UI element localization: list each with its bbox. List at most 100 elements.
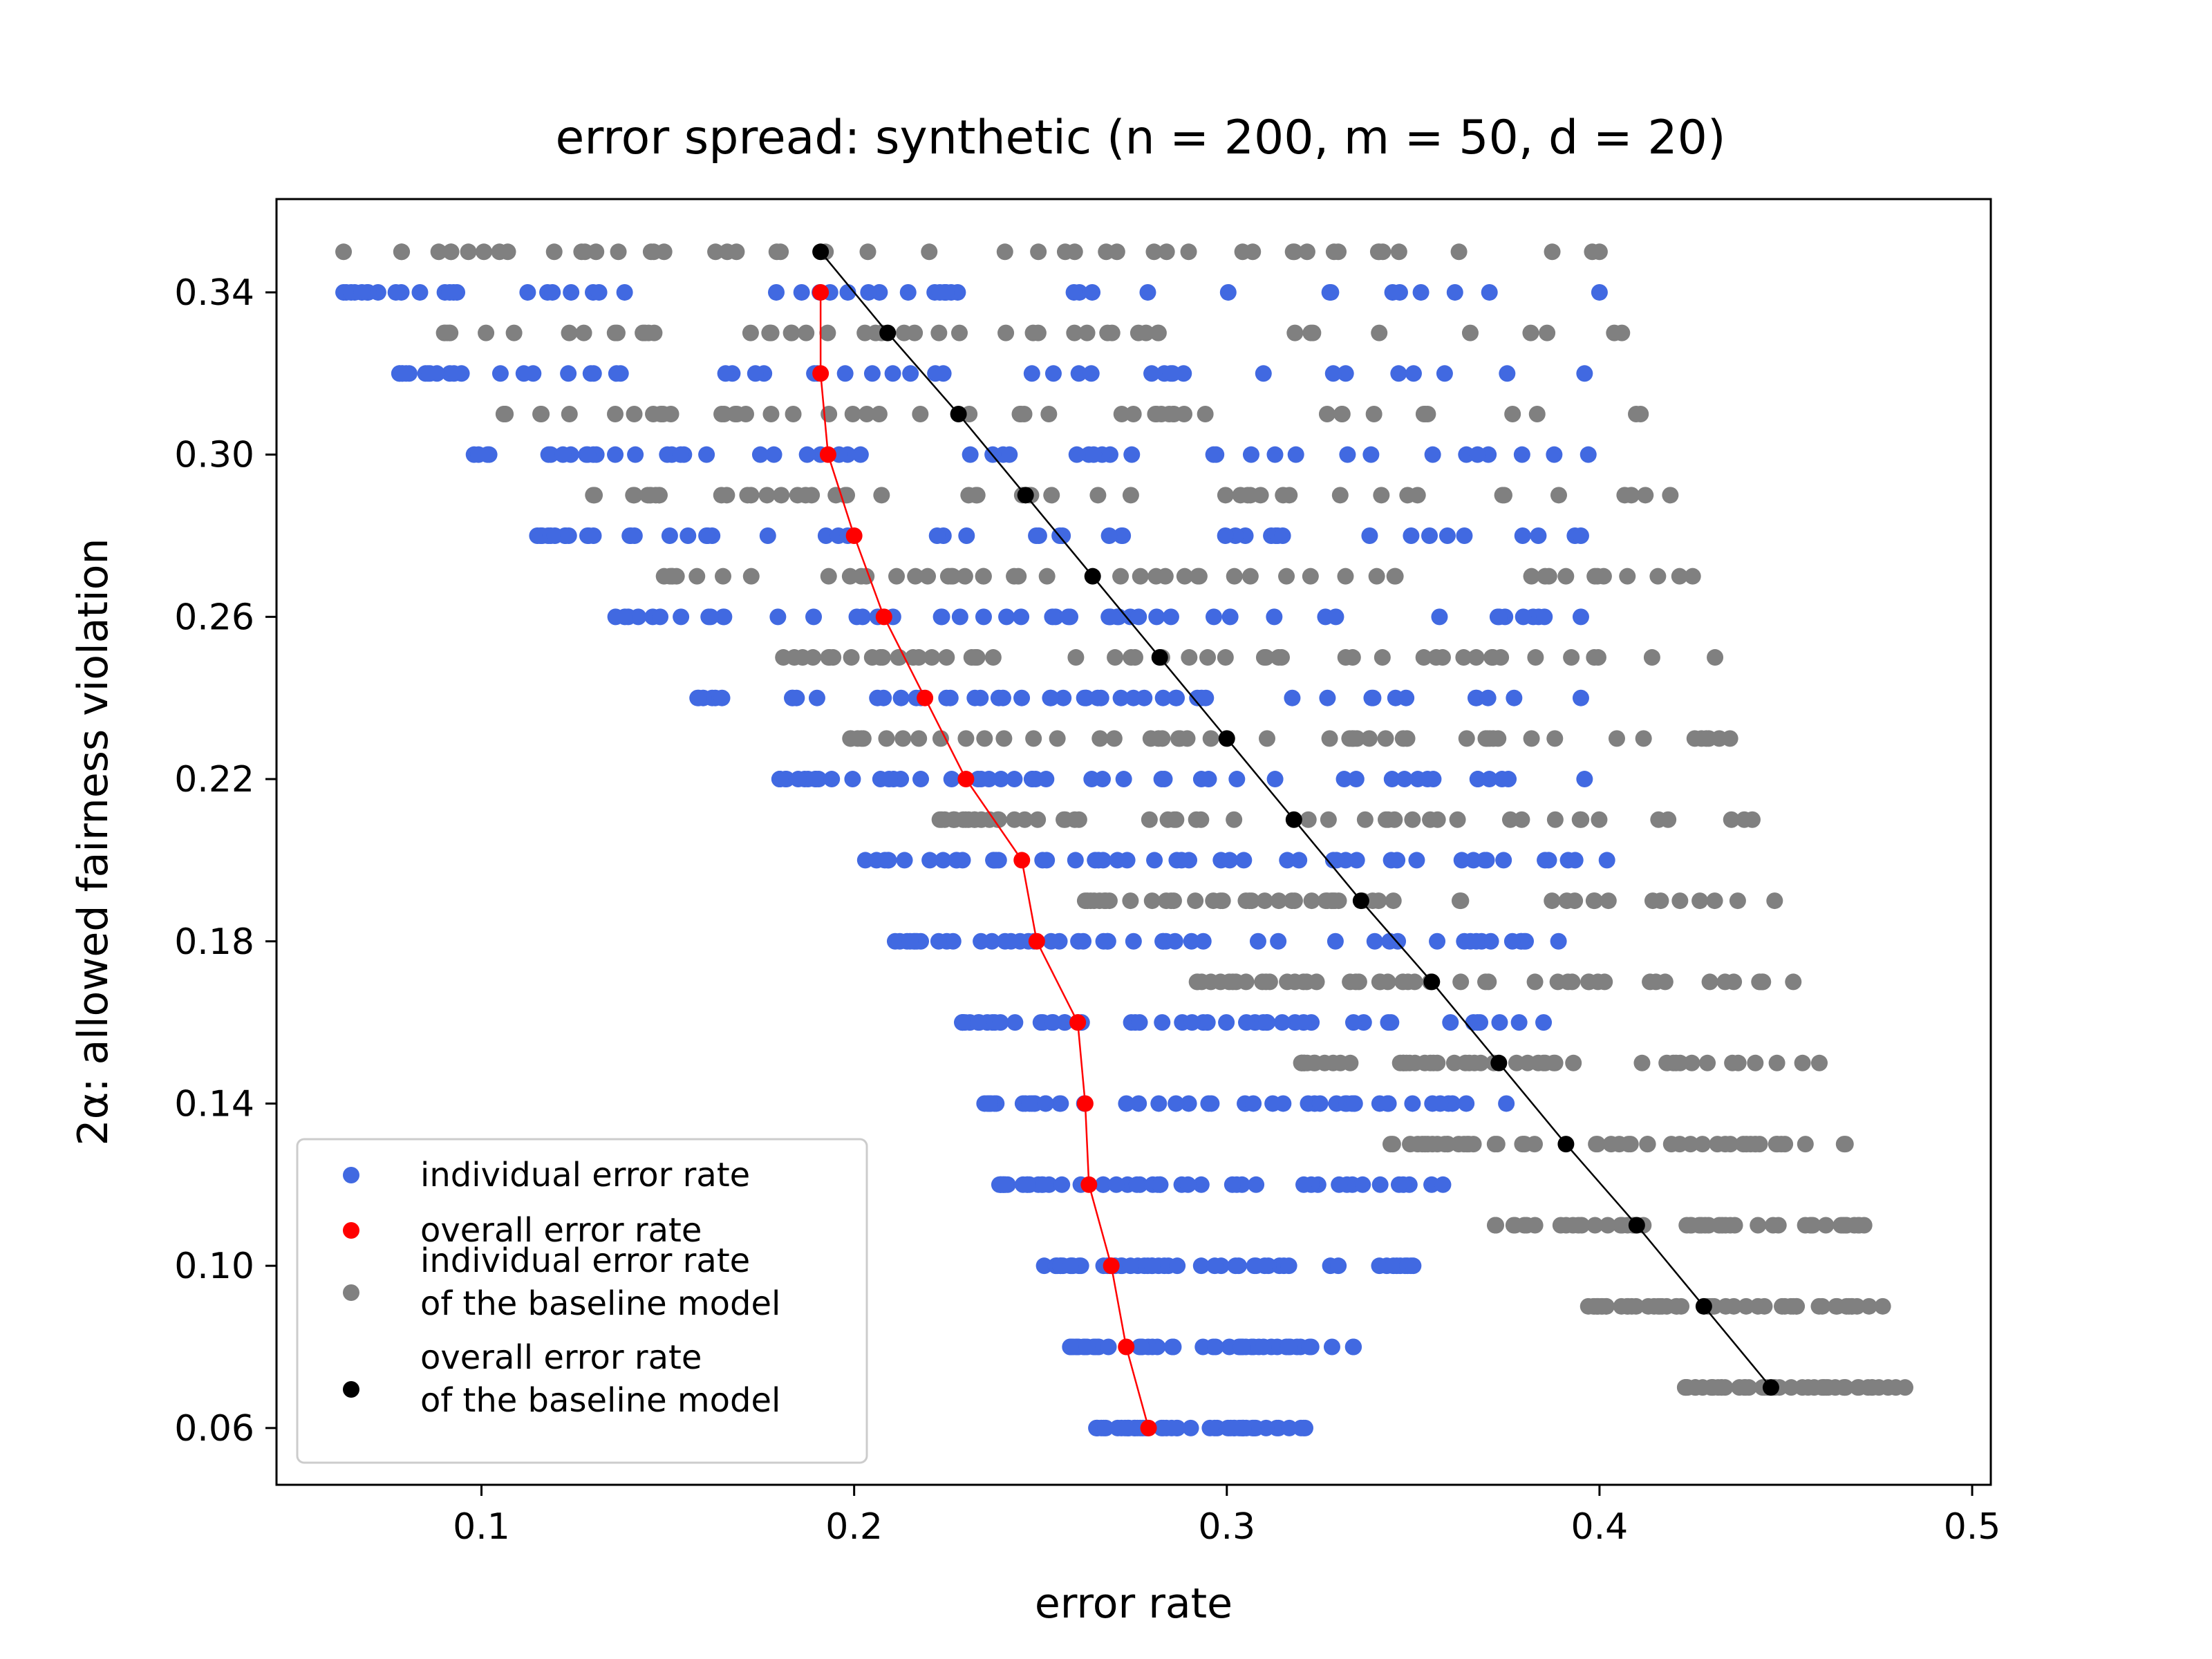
baseline-individual-point (1390, 243, 1407, 261)
individual-point (1366, 932, 1383, 950)
legend-label: individual error rate (420, 1156, 750, 1194)
baseline-individual-point (1597, 1297, 1615, 1315)
baseline-individual-point (976, 730, 993, 747)
individual-point (1404, 1095, 1421, 1112)
baseline-individual-point (786, 649, 803, 666)
baseline-individual-point (1586, 892, 1603, 910)
baseline-individual-point (442, 243, 460, 261)
individual-point (1421, 527, 1438, 545)
individual-point (1550, 932, 1567, 950)
individual-point (1192, 771, 1210, 788)
individual-point (1136, 689, 1153, 706)
individual-point (875, 689, 892, 706)
baseline-individual-point (1563, 649, 1580, 666)
individual-point (1280, 1338, 1297, 1356)
individual-point (1090, 852, 1107, 869)
baseline-individual-point (758, 487, 776, 504)
individual-point (607, 446, 624, 463)
individual-point (1162, 365, 1179, 382)
individual-point (1232, 1338, 1250, 1356)
individual-point (860, 283, 877, 301)
individual-point (1153, 771, 1170, 788)
baseline-individual-point (975, 568, 992, 585)
individual-point (990, 689, 1007, 706)
baseline-individual-point (1570, 1217, 1587, 1234)
baseline-individual-point (1565, 1054, 1582, 1071)
baseline-individual-point (718, 487, 735, 504)
individual-point (1156, 1257, 1173, 1275)
baseline-individual-point (1416, 1136, 1434, 1153)
baseline-individual-point (1279, 973, 1296, 991)
individual-point (554, 446, 572, 463)
baseline-individual-point (858, 405, 875, 422)
baseline-individual-point (1683, 1054, 1700, 1071)
baseline-individual-point (1811, 1054, 1828, 1071)
baseline-individual-point (1360, 730, 1378, 747)
y-tick-label: 0.26 (174, 597, 254, 638)
individual-point (921, 852, 939, 869)
baseline-individual-point (984, 649, 1002, 666)
baseline-individual-point (1379, 973, 1396, 991)
individual-point (1006, 771, 1023, 788)
baseline-individual-point (1619, 568, 1636, 585)
individual-point (990, 852, 1007, 869)
baseline-individual-point (1386, 568, 1403, 585)
individual-point (1181, 852, 1198, 869)
individual-point (1219, 283, 1237, 301)
y-tick-label: 0.30 (174, 435, 254, 476)
individual-point (958, 527, 975, 545)
baseline-individual-point (1484, 649, 1501, 666)
individual-point (1166, 932, 1183, 950)
individual-point (1390, 1176, 1407, 1193)
baseline-individual-point (607, 405, 624, 422)
individual-point (579, 446, 597, 463)
x-tick-label: 0.5 (1944, 1506, 2001, 1548)
baseline-individual-point (1234, 243, 1251, 261)
legend-label: of the baseline model (420, 1381, 780, 1420)
baseline-individual-point (1190, 568, 1207, 585)
individual-point (1162, 608, 1179, 626)
baseline-individual-point (1255, 649, 1273, 666)
baseline-individual-point (1399, 487, 1416, 504)
baseline-individual-point (1602, 1136, 1620, 1153)
baseline-individual-point (1729, 892, 1746, 910)
individual-point (698, 527, 715, 545)
baseline-individual-point (1519, 1054, 1536, 1071)
individual-point (1319, 689, 1336, 706)
baseline-individual-point (1377, 730, 1394, 747)
individual-point (1429, 932, 1446, 950)
baseline-individual-point (1725, 1297, 1743, 1315)
individual-point (1510, 1014, 1528, 1031)
baseline-individual-point (844, 405, 861, 422)
baseline-individual-point (1855, 1217, 1873, 1234)
individual-point (627, 446, 644, 463)
individual-point (1024, 771, 1041, 788)
individual-point (1301, 1338, 1318, 1356)
baseline-individual-point (1480, 973, 1497, 991)
individual-point (1100, 527, 1118, 545)
y-tick-label: 0.22 (174, 759, 254, 800)
individual-point (1034, 1176, 1051, 1193)
individual-point (966, 689, 984, 706)
x-axis-label: error rate (1035, 1580, 1232, 1628)
individual-point (1201, 1419, 1219, 1436)
individual-point (353, 283, 371, 301)
baseline-individual-point (1142, 730, 1159, 747)
individual-point (1235, 852, 1253, 869)
individual-point (1540, 852, 1557, 869)
baseline-individual-point (888, 568, 906, 585)
baseline-individual-point (773, 487, 790, 504)
individual-point (1130, 1095, 1147, 1112)
individual-point (1274, 527, 1291, 545)
individual-point (1456, 527, 1473, 545)
individual-point (1217, 527, 1234, 545)
individual-point (1150, 1095, 1168, 1112)
baseline-individual-point (1180, 243, 1197, 261)
individual-point (1258, 1014, 1275, 1031)
baseline-individual-point (1637, 487, 1654, 504)
baseline-individual-point (1706, 892, 1723, 910)
individual-point (949, 283, 966, 301)
individual-point (899, 283, 917, 301)
baseline-individual-point (1707, 649, 1724, 666)
